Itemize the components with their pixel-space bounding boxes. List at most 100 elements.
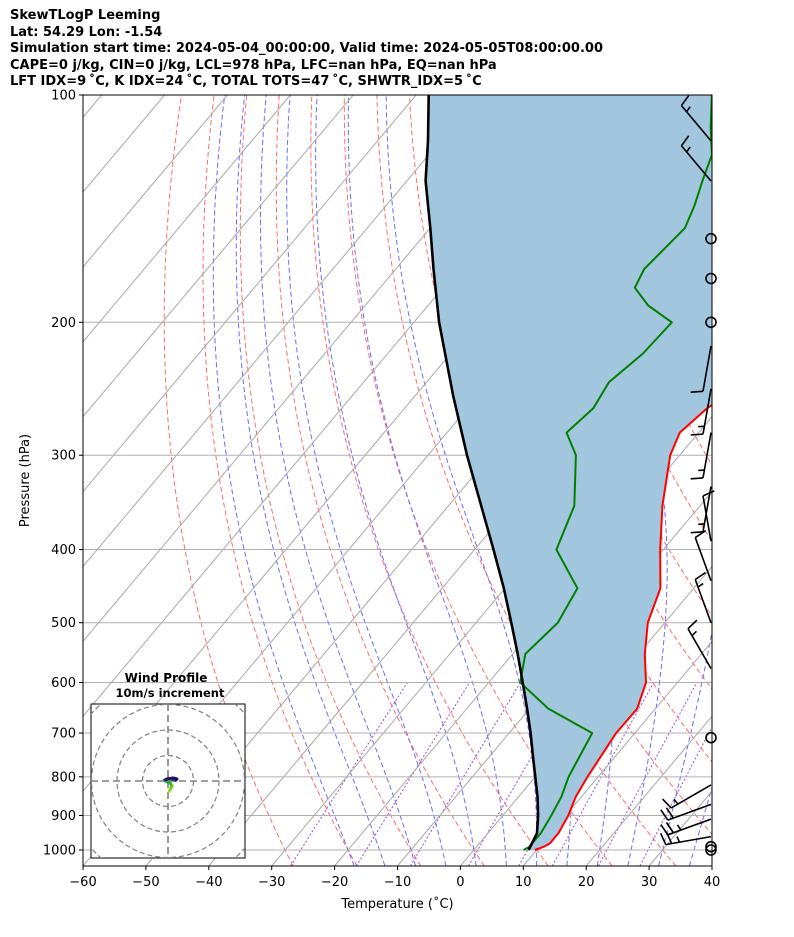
y-tick-label: 900 (51, 809, 76, 824)
x-tick-label: 0 (456, 875, 464, 890)
y-tick-label: 800 (51, 770, 76, 785)
y-axis-label: Pressure (hPa) (18, 434, 33, 527)
x-tick-label: −60 (69, 875, 96, 890)
calm-wind-circle (705, 844, 717, 856)
barb-flag (660, 824, 669, 836)
dry-adiabat (768, 95, 794, 866)
hodograph-trace (163, 777, 170, 782)
barb-flag (665, 822, 675, 834)
moist-adiabat (720, 95, 794, 866)
wind-barb (687, 619, 712, 669)
y-tick-label: 500 (51, 616, 76, 631)
x-tick-label: 20 (578, 875, 595, 890)
barb-flag (659, 832, 667, 845)
barb-flag (690, 390, 704, 393)
chart-title: SkewTLogP Leeming (10, 8, 161, 23)
dry-adiabat (735, 95, 794, 866)
barb-flag (687, 619, 698, 630)
barb-half-flag (697, 582, 704, 588)
x-tick-label: 30 (641, 875, 658, 890)
barb-staff (702, 495, 712, 542)
isotherm (711, 865, 712, 866)
isotherm (83, 95, 103, 118)
barb-staff (665, 835, 712, 846)
calm-wind-circle (705, 272, 717, 285)
wind-barb (690, 345, 712, 393)
y-tick-label: 1000 (43, 844, 76, 859)
barb-flag (680, 95, 690, 107)
wind-barb (702, 490, 715, 542)
chart-header: SkewTLogP Leeming Lat: 54.29 Lon: -1.54 … (10, 8, 603, 91)
x-tick-label: −20 (321, 875, 348, 890)
cape-shade (425, 95, 712, 850)
barb-flag (661, 798, 672, 809)
wind-barb (660, 818, 712, 836)
wind-barb (690, 388, 712, 436)
barb-half-flag (676, 836, 681, 843)
mixing-ratio-line (639, 725, 712, 866)
x-tick-label: −40 (195, 875, 222, 890)
barb-flag (702, 490, 715, 497)
indices-line-2: LFT IDX=9 ˚C, K IDX=24 ˚C, TOTAL TOTS=47… (10, 74, 482, 89)
barb-staff (687, 628, 712, 669)
barb-staff (694, 579, 712, 623)
barb-flag (690, 477, 704, 480)
barb-half-flag (691, 630, 698, 637)
barb-half-flag (685, 106, 691, 113)
isotherm (83, 95, 228, 268)
parcel-line (424, 95, 540, 851)
y-tick-label: 100 (51, 89, 76, 104)
x-tick-label: −50 (132, 875, 159, 890)
hodograph-inner (91, 704, 245, 858)
location-line: Lat: 54.29 Lon: -1.54 (10, 24, 163, 40)
dry-adiabat (310, 95, 549, 866)
barb-flag (665, 807, 675, 819)
wind-barb (680, 95, 712, 142)
x-tick-label: −30 (258, 875, 285, 890)
temperature-line (534, 403, 712, 851)
mixing-ratio-line (355, 682, 470, 866)
wind-barb (680, 135, 712, 182)
dry-adiabat (702, 95, 712, 127)
barb-staff (667, 818, 712, 836)
mixing-ratio-line (551, 682, 655, 866)
dry-adiabat (202, 95, 358, 866)
dewpoint-line (519, 95, 712, 851)
barb-staff (702, 486, 712, 532)
isotherm (397, 490, 712, 866)
plot-area (83, 95, 794, 866)
barb-half-flag (673, 798, 679, 805)
x-tick-label: −10 (384, 875, 411, 890)
barb-flag (690, 530, 704, 534)
wind-barb (661, 784, 712, 809)
barb-half-flag (676, 824, 682, 831)
barb-staff (667, 803, 712, 821)
x-tick-label: 10 (515, 875, 532, 890)
mixing-ratio-line (290, 682, 408, 866)
barb-staff (702, 345, 712, 392)
y-tick-label: 700 (51, 727, 76, 742)
wind-barb (694, 571, 712, 623)
wind-barb (660, 803, 712, 821)
moist-adiabat (347, 95, 507, 866)
wind-barbs (659, 95, 717, 856)
dry-adiabat (275, 95, 485, 866)
y-tick-label: 400 (51, 543, 76, 558)
barb-staff (694, 537, 712, 582)
wind-barb (690, 486, 712, 534)
mixing-ratio-line (597, 682, 698, 866)
moist-adiabat (658, 95, 712, 866)
barb-flag (680, 135, 690, 147)
dry-adiabat (239, 95, 422, 866)
wind-barb (690, 432, 712, 480)
barb-flag (690, 433, 704, 436)
moist-adiabat (235, 95, 386, 866)
barb-half-flag (685, 146, 691, 153)
calm-wind-circle (705, 731, 717, 744)
hodograph-subtitle: 10m/s increment (116, 686, 225, 700)
isotherm (83, 95, 480, 568)
barb-staff (670, 784, 712, 809)
mixing-ratio-line (409, 682, 521, 866)
